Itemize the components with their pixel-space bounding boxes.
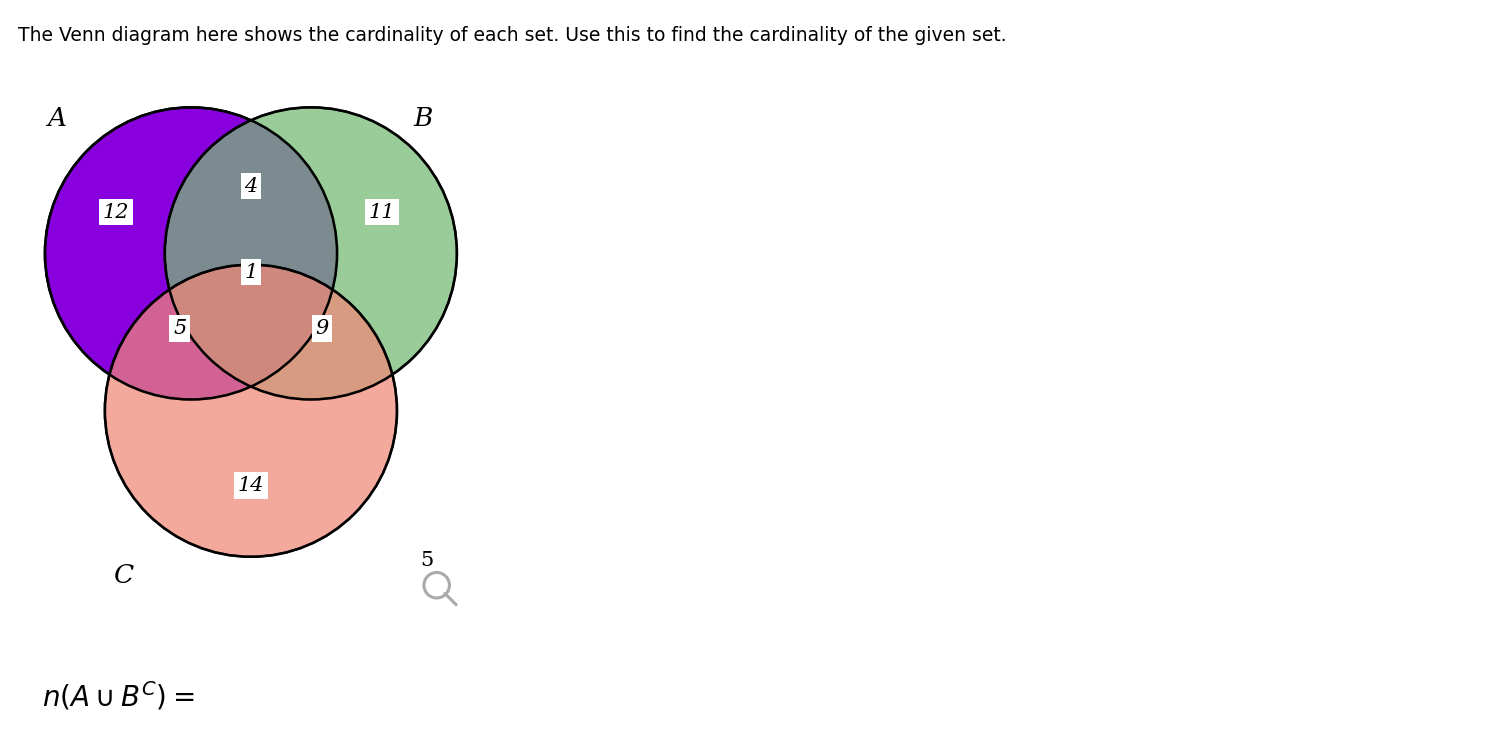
Text: A: A (46, 106, 66, 131)
Text: $n(A \cup B^C) =$: $n(A \cup B^C) =$ (42, 679, 195, 713)
FancyBboxPatch shape (249, 680, 342, 727)
Text: 12: 12 (103, 203, 129, 222)
Text: B: B (413, 106, 433, 131)
Text: 14: 14 (238, 476, 264, 495)
Text: 11: 11 (369, 203, 395, 222)
Text: 9: 9 (316, 319, 328, 338)
Text: 4: 4 (244, 176, 258, 195)
Text: C: C (114, 563, 133, 588)
Circle shape (165, 107, 457, 400)
Text: 1: 1 (244, 262, 258, 282)
Text: The Venn diagram here shows the cardinality of each set. Use this to find the ca: The Venn diagram here shows the cardinal… (18, 26, 1007, 45)
Circle shape (45, 107, 337, 400)
Text: 5: 5 (421, 551, 433, 570)
Circle shape (105, 265, 397, 556)
Text: 5: 5 (174, 319, 186, 338)
